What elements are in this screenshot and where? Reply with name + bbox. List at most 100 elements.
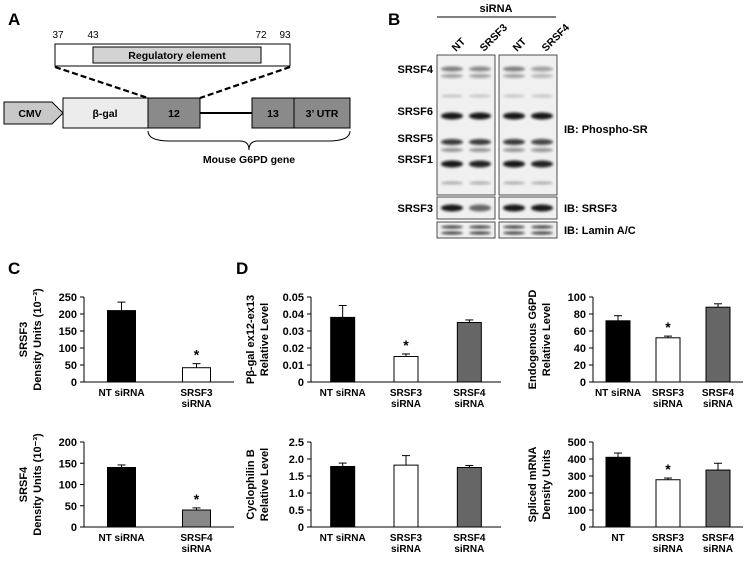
- y-tick-label: 200: [568, 488, 586, 500]
- srsf3-band: [441, 204, 463, 212]
- blot-srsf3: [436, 196, 558, 220]
- utr-label: 3’ UTR: [306, 108, 339, 120]
- bar: [330, 465, 356, 528]
- category-label: siRNA: [391, 544, 421, 555]
- lane-label-1: SRSF3: [478, 22, 511, 55]
- y-tick-label: 500: [568, 437, 586, 449]
- y-tick-label: 0.03: [283, 326, 304, 338]
- y-axis-label: SRSF3 Density Units (10⁻³): [18, 288, 44, 391]
- band-label-3: SRSF1: [398, 154, 433, 166]
- ib-srsf3-label: IB: SRSF3: [564, 203, 617, 215]
- significance-marker: *: [194, 347, 200, 363]
- band-labels: SRSF4 SRSF6 SRSF5 SRSF1 SRSF3: [398, 64, 434, 215]
- gene-bracket: [147, 130, 351, 151]
- category-label: NT: [611, 533, 624, 544]
- phospho-band: [531, 74, 553, 78]
- y-tick-label: 80: [574, 309, 586, 321]
- srsf3-band: [503, 204, 525, 212]
- bar: [107, 310, 136, 383]
- band-label-2: SRSF5: [398, 133, 433, 145]
- chart-5: 0 100 200 300 400 500 Spliced mRNA Density Unit…: [527, 437, 743, 555]
- bar: [655, 337, 681, 383]
- phospho-band: [441, 160, 463, 168]
- bar: [182, 509, 211, 528]
- y-tick-label: 200: [59, 437, 77, 449]
- category-label: SRSF4: [453, 533, 486, 544]
- category-label: siRNA: [703, 399, 733, 410]
- category-label: siRNA: [703, 544, 733, 555]
- phospho-band: [469, 181, 491, 185]
- sirna-header: siRNA: [479, 3, 512, 15]
- exon12-label: 12: [168, 108, 180, 120]
- phospho-band: [469, 94, 491, 98]
- y-tick-label: 1.0: [289, 488, 304, 500]
- cmv-label: CMV: [18, 108, 41, 120]
- phospho-band: [441, 139, 463, 145]
- lamin-band: [469, 225, 491, 229]
- category-label: siRNA: [653, 399, 683, 410]
- phospho-band: [531, 148, 553, 152]
- y-tick-label: 0: [71, 522, 77, 534]
- y-tick-label: 0: [71, 377, 77, 389]
- phospho-band: [441, 112, 463, 120]
- significance-marker: *: [665, 319, 671, 335]
- phospho-band: [469, 148, 491, 152]
- phospho-band: [469, 139, 491, 145]
- y-tick-label: 50: [65, 360, 77, 372]
- category-label: siRNA: [454, 544, 484, 555]
- position-43: 43: [87, 30, 99, 41]
- lamin-band: [441, 225, 463, 229]
- y-tick-label: 0: [298, 522, 304, 534]
- category-label: SRSF4: [180, 533, 213, 544]
- category-label: SRSF3: [652, 533, 685, 544]
- category-label: NT siRNA: [98, 533, 144, 544]
- category-label: SRSF4: [453, 388, 486, 399]
- y-tick-label: 2.5: [289, 437, 304, 449]
- lane-labels: NT SRSF3 NT SRSF4: [450, 22, 573, 55]
- bar: [393, 464, 419, 528]
- panel-letter-b: B: [388, 10, 400, 29]
- category-label: SRSF3: [180, 388, 213, 399]
- phospho-band: [441, 148, 463, 152]
- chart-4: 0 0.5 1.0 1.5 2.0 2.5 Cyclophilin B Relative Le…: [245, 437, 501, 555]
- cmv-box: [3, 101, 64, 125]
- significance-marker: *: [403, 337, 409, 353]
- chart-0: 0 50 100 150 200 250 SRSF3 Density Units (10⁻³)…: [18, 288, 234, 410]
- lamin-band: [441, 231, 463, 235]
- position-72: 72: [255, 30, 267, 41]
- y-tick-label: 100: [568, 505, 586, 517]
- y-axis-label: Spliced mRNA Density Units: [527, 447, 553, 523]
- category-label: NT siRNA: [320, 533, 366, 544]
- category-label: SRSF3: [390, 533, 423, 544]
- y-tick-label: 0: [580, 377, 586, 389]
- lamin-band: [469, 231, 491, 235]
- bar: [456, 322, 482, 383]
- bar: [182, 367, 211, 383]
- bar: [107, 467, 136, 528]
- y-tick-label: 200: [59, 309, 77, 321]
- phospho-band: [503, 66, 525, 72]
- y-tick-label: 0.05: [283, 292, 304, 304]
- phospho-band: [503, 160, 525, 168]
- y-tick-label: 0.01: [283, 360, 304, 372]
- y-tick-label: 0.02: [283, 343, 304, 355]
- regulatory-element-label: Regulatory element: [128, 50, 226, 62]
- phospho-band: [469, 160, 491, 168]
- exon13-label: 13: [267, 108, 279, 120]
- category-label: NT siRNA: [98, 388, 144, 399]
- bar: [393, 356, 419, 383]
- y-tick-label: 150: [59, 326, 77, 338]
- phospho-band: [531, 160, 553, 168]
- category-label: siRNA: [391, 399, 421, 410]
- phospho-band: [469, 66, 491, 72]
- phospho-band: [441, 181, 463, 185]
- category-label: NT siRNA: [595, 388, 641, 399]
- bar: [456, 467, 482, 528]
- phospho-band: [531, 139, 553, 145]
- y-axis-label: Pβ-gal ex12-ex13 Relative Level: [245, 295, 271, 384]
- category-label: SRSF3: [390, 388, 423, 399]
- panel-letter-c: C: [8, 259, 20, 278]
- y-tick-label: 1.5: [289, 471, 304, 483]
- category-label: siRNA: [181, 544, 211, 555]
